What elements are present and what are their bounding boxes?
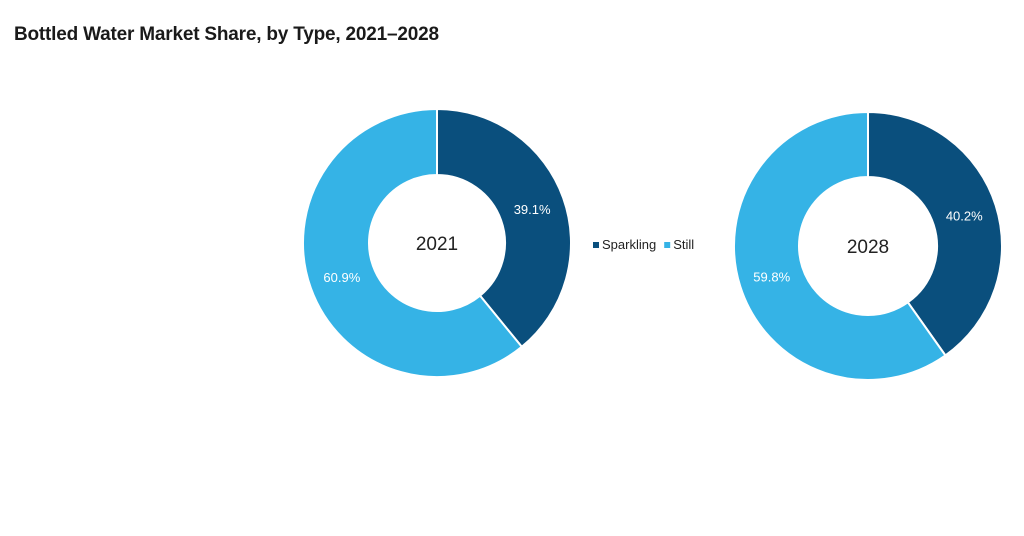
chart-title: Bottled Water Market Share, by Type, 202…: [14, 24, 439, 45]
legend-swatch-sparkling: [593, 242, 599, 248]
legend-label-sparkling: Sparkling: [602, 237, 656, 252]
label-sparkling-2021: 39.1%: [514, 202, 551, 217]
slice-still-2021: [302, 107, 524, 378]
legend-swatch-still: [664, 242, 671, 248]
center-label-2028: 2028: [847, 237, 889, 258]
slice-sparkling-2028: [867, 110, 1003, 357]
label-still-2021: 60.9%: [323, 270, 360, 285]
legend-label-still: Still: [673, 237, 694, 252]
slice-still-2028: [733, 110, 947, 381]
slice-sparkling-2021: [436, 107, 572, 349]
center-label-2021: 2021: [416, 234, 458, 255]
legend: Sparkling Still: [593, 237, 694, 252]
label-still-2028: 59.8%: [753, 270, 790, 285]
label-sparkling-2028: 40.2%: [946, 208, 983, 223]
